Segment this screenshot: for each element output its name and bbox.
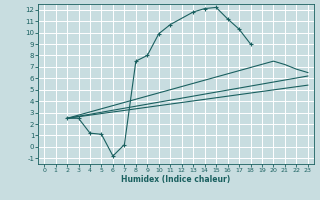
X-axis label: Humidex (Indice chaleur): Humidex (Indice chaleur) <box>121 175 231 184</box>
